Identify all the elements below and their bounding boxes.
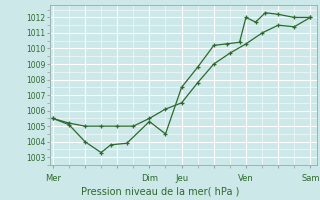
Text: Sam: Sam bbox=[301, 174, 320, 183]
Text: Ven: Ven bbox=[238, 174, 254, 183]
Text: Jeu: Jeu bbox=[175, 174, 188, 183]
Text: Mer: Mer bbox=[45, 174, 61, 183]
Text: Pression niveau de la mer( hPa ): Pression niveau de la mer( hPa ) bbox=[81, 186, 239, 196]
Text: Dim: Dim bbox=[141, 174, 158, 183]
